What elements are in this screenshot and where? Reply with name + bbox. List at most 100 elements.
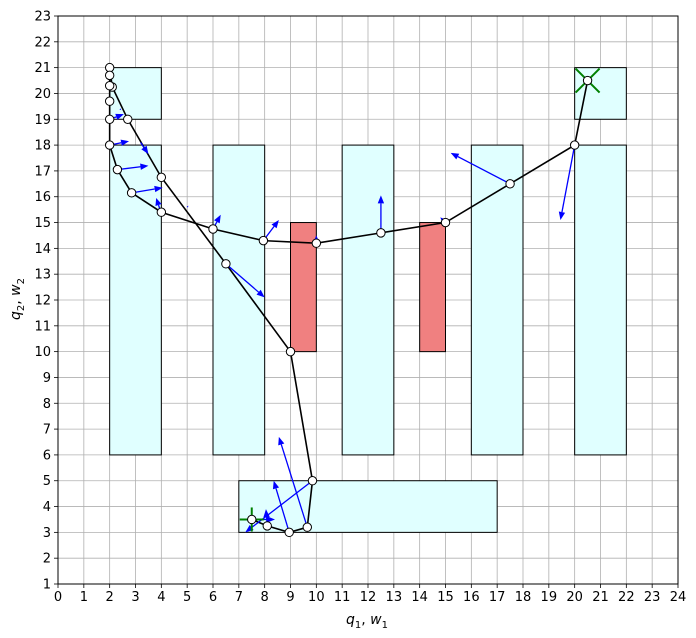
y-axis-label-w: w [8,284,24,296]
waypoint-marker [208,224,218,234]
arrow-shaft [119,108,121,110]
x-tick-label: 5 [183,590,191,605]
arrow-head [141,145,149,155]
y-tick-label: 10 [34,345,51,360]
x-tick-label: 12 [360,590,377,605]
arrow-head [450,152,460,160]
waypoint-marker [262,521,272,531]
waypoint-marker [156,207,167,217]
waypoint-marker [112,164,123,175]
free-region [109,144,162,456]
waypoint-marker [247,514,257,525]
waypoint-marker [104,96,115,106]
x-tick-label: 22 [618,590,635,605]
velocity-arrow [377,195,385,233]
y-tick-label: 7 [43,423,51,438]
y-tick-label: 17 [34,164,51,179]
x-tick-label: 0 [54,590,62,605]
waypoint-marker [258,235,269,246]
waypoint-marker [104,140,115,150]
arrow-shaft [140,142,145,148]
y-tick-label: 12 [34,294,51,309]
x-tick-label: 13 [386,590,403,605]
velocity-arrow [225,263,265,298]
x-tick-label: 19 [541,590,558,605]
velocity-arrow [186,205,189,208]
arrow-shaft [186,206,189,208]
arrow-shaft [280,444,308,528]
y-tick-label: 1 [43,578,51,593]
x-tick-label: 24 [670,590,687,605]
x-tick-label: 16 [463,590,480,605]
x-tick-label: 9 [286,590,294,605]
waypoint-marker [156,172,167,183]
y-axis-label-sub2: 2 [16,278,27,284]
waypoint-marker [126,188,137,198]
y-tick-label: 8 [43,397,51,412]
x-tick-label: 23 [644,590,661,605]
y-tick-label: 15 [34,216,51,231]
waypoint-marker [104,81,115,91]
y-tick-label: 6 [43,448,51,463]
waypoint-marker [104,70,115,81]
waypoint-marker [284,527,294,538]
arrow-shaft [561,144,576,213]
marker-layer [104,62,601,538]
y-tick-label: 3 [43,526,51,541]
y-tick-label: 20 [34,87,51,102]
x-axis-label-sub1: 1 [355,620,361,631]
y-tick-label: 13 [34,268,51,283]
y-tick-label: 23 [34,10,51,25]
arrow-head [271,219,279,229]
x-tick-label: 10 [308,590,325,605]
x-axis-label-sub2: 1 [382,620,388,631]
arrow-head [278,436,285,446]
y-tick-label: 11 [34,319,51,334]
free-region [470,144,524,456]
y-tick-label: 16 [34,190,51,205]
arrow-head [256,289,265,298]
regions-layer [109,67,627,533]
arrow-head [120,109,122,111]
free-region [574,144,627,456]
arrow-head [155,198,162,207]
arrow-head [272,480,280,490]
obstacle [419,222,446,353]
waypoint-marker [104,62,115,73]
x-tick-label: 20 [566,590,583,605]
x-tick-label: 21 [592,590,609,605]
waypoint-marker [307,476,318,486]
arrow-head [115,113,124,120]
x-axis-label-q: q [346,612,355,628]
arrow-shaft [225,263,260,293]
arrow-head [187,205,189,207]
y-tick-label: 2 [43,552,51,567]
x-axis-label-sep: , [361,612,370,628]
free-region [341,144,395,456]
x-tick-label: 8 [261,590,269,605]
x-axis-label: q1, w1 [346,612,388,631]
x-tick-label: 17 [489,590,506,605]
free-region [238,480,498,533]
x-tick-label: 14 [411,590,428,605]
free-region [212,144,266,456]
waypoint-marker [440,217,451,228]
waypoint-marker [582,75,593,86]
x-tick-label: 18 [515,590,532,605]
arrow-head [267,516,275,523]
waypoint-marker [302,522,312,532]
x-tick-label: 1 [80,590,88,605]
y-axis-label-q: q [8,311,24,320]
waypoint-marker [376,228,386,238]
y-tick-label: 22 [34,35,51,50]
x-tick-label: 6 [209,590,217,605]
velocity-arrow [272,480,290,533]
waypoint-marker [285,346,296,357]
waypoint-marker [505,179,515,189]
velocity-arrow [119,108,122,111]
y-tick-label: 4 [43,500,51,515]
velocity-arrow [278,436,308,528]
free-region [109,67,162,120]
ticks-layer: 0 1 2 3 4 5 6 7 8 9 10 11 12 13 14 15 16 17 18 19 20 21 22 23 24… [34,10,686,606]
y-axis-label: q2, w2 [8,278,27,320]
